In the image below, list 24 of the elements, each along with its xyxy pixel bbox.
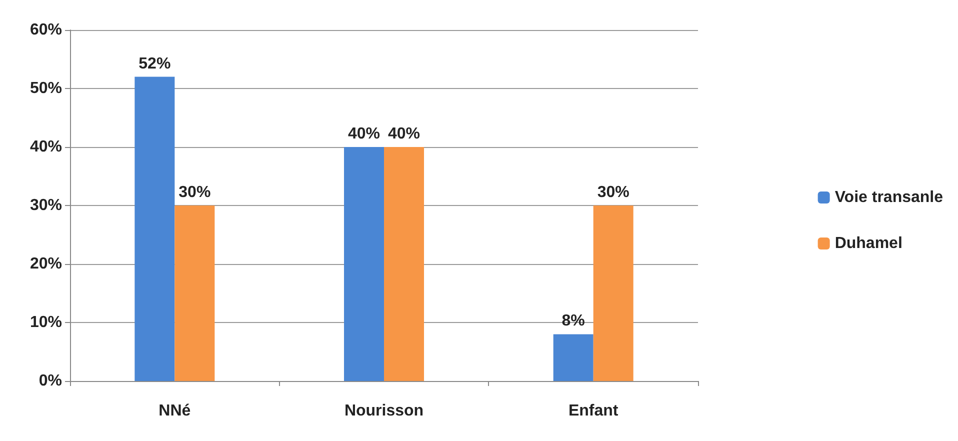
x-tick-label: Enfant (568, 402, 619, 420)
legend-label: Duhamel (834, 235, 902, 252)
data-label: 52% (138, 55, 171, 72)
data-label: 40% (388, 126, 420, 142)
bar (593, 206, 634, 381)
y-tick-label: 60% (30, 22, 62, 38)
bar (174, 206, 215, 381)
y-tick-label: 10% (30, 314, 62, 331)
y-tick-label: 40% (30, 138, 62, 156)
x-tick-label: Nourisson (344, 402, 424, 420)
bar (134, 76, 175, 381)
y-tick-label: 30% (30, 197, 62, 214)
y-tick-label: 20% (30, 256, 62, 272)
bar (553, 334, 594, 381)
data-label: 40% (348, 126, 380, 142)
y-tick-label: 0% (38, 372, 62, 390)
bar (384, 147, 424, 381)
legend-label: Voie transanle (834, 189, 944, 206)
bar (344, 147, 384, 381)
x-tick-label: NNé (158, 402, 191, 420)
data-label: 30% (178, 184, 211, 201)
data-label: 8% (562, 312, 585, 330)
y-tick-label: 50% (30, 80, 62, 97)
data-label: 30% (597, 184, 630, 201)
